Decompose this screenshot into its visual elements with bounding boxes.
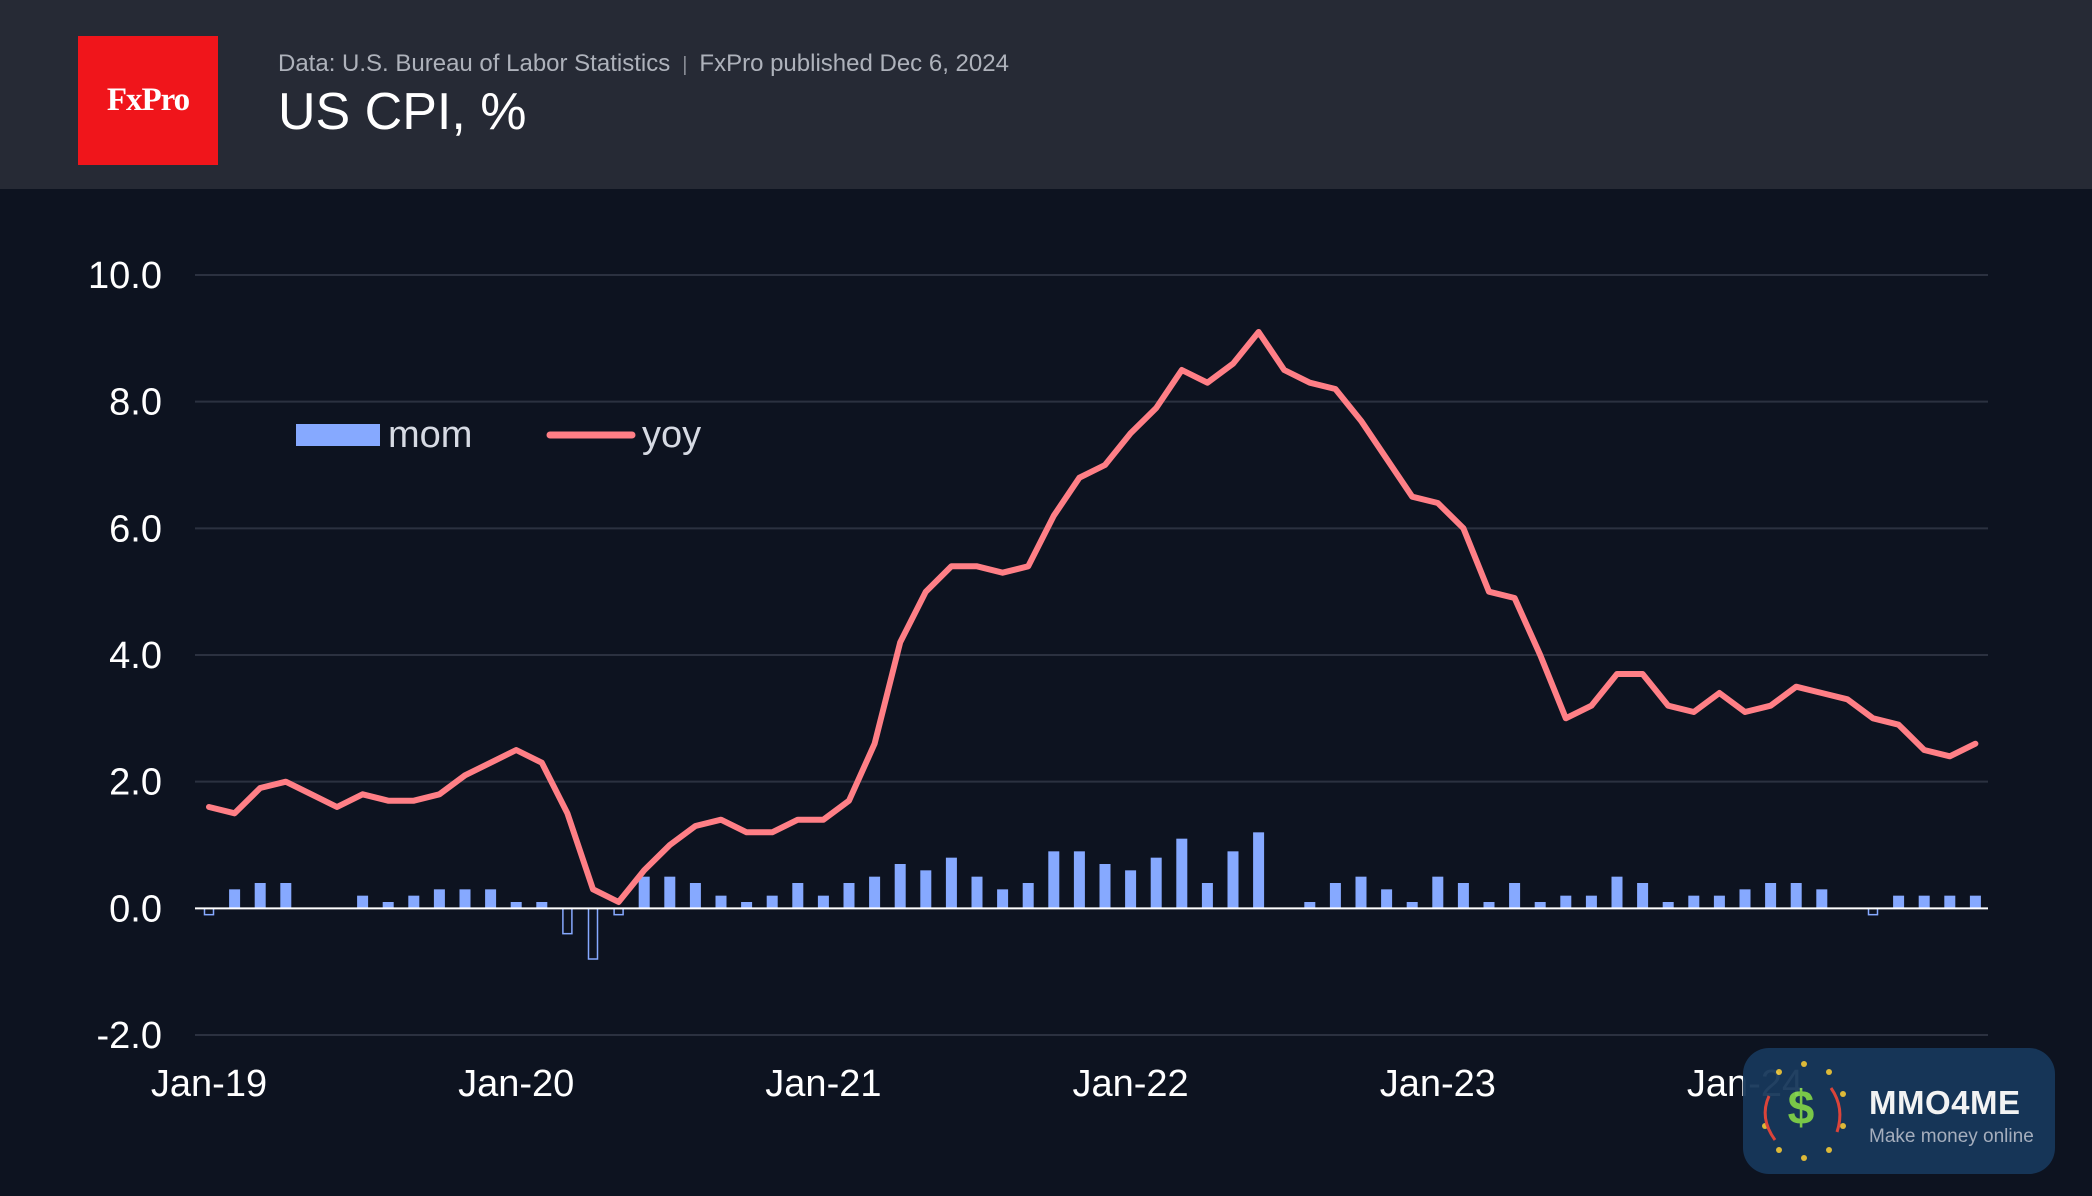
mom-bar xyxy=(254,883,266,909)
mom-bar xyxy=(1176,838,1188,909)
mom-bar xyxy=(459,889,471,909)
mom-bar xyxy=(1534,902,1546,909)
mom-bar xyxy=(1099,864,1111,909)
mom-bar xyxy=(1637,883,1649,909)
mom-bar xyxy=(945,857,957,909)
chart-title: US CPI, % xyxy=(278,83,527,141)
mom-bar xyxy=(357,895,369,909)
separator: | xyxy=(682,54,688,76)
y-tick-label: -2.0 xyxy=(97,1015,162,1057)
y-tick-label: 10.0 xyxy=(88,255,162,297)
mom-bar xyxy=(792,883,804,909)
mom-bar xyxy=(1790,883,1802,909)
mom-bar xyxy=(741,902,753,909)
mom-bar xyxy=(1073,851,1085,909)
mom-bar xyxy=(1662,902,1674,909)
published-date: FxPro published Dec 6, 2024 xyxy=(699,50,1009,77)
legend-mom-swatch xyxy=(296,424,380,446)
mom-bar xyxy=(587,907,599,960)
logo-text: FxPro xyxy=(106,82,190,118)
mom-bar xyxy=(1585,895,1597,909)
mom-bar xyxy=(1816,889,1828,909)
mom-bar xyxy=(1969,895,1981,909)
mom-bar xyxy=(1918,895,1930,909)
x-tick-label: Jan-23 xyxy=(1380,1063,1496,1105)
mom-bar xyxy=(1560,895,1572,909)
mom-bar xyxy=(1381,889,1393,909)
mom-bar xyxy=(920,870,932,909)
mom-bar xyxy=(817,895,829,909)
x-tick-label: Jan-22 xyxy=(1072,1063,1188,1105)
mom-bar xyxy=(1432,876,1444,909)
mom-bar xyxy=(382,902,394,909)
mom-bar xyxy=(1048,851,1060,909)
mom-bar xyxy=(1765,883,1777,909)
x-tick-label: Jan-20 xyxy=(458,1063,574,1105)
mom-bar xyxy=(1253,832,1265,909)
mom-bar xyxy=(638,876,650,909)
svg-text:$: $ xyxy=(1788,1082,1815,1135)
mom-bar xyxy=(997,889,1009,909)
mom-bar xyxy=(1201,883,1213,909)
chart-header: FxPro Data: U.S. Bureau of Labor Statist… xyxy=(0,0,2092,189)
y-tick-label: 2.0 xyxy=(109,762,162,804)
mom-bar xyxy=(1329,883,1341,909)
dollar-coin-icon: $ xyxy=(1762,1061,1846,1161)
mom-bar xyxy=(1406,902,1418,909)
mom-bar xyxy=(485,889,497,909)
mom-bar xyxy=(1457,883,1469,909)
mom-bar xyxy=(1483,902,1495,909)
source-line: Data: U.S. Bureau of Labor Statistics | Fx… xyxy=(278,50,1009,78)
mom-bar xyxy=(1125,870,1137,909)
mom-bar xyxy=(1893,895,1905,909)
x-tick-label: Jan-21 xyxy=(765,1063,881,1105)
mom-bar xyxy=(869,876,881,909)
mom-bar xyxy=(280,883,292,909)
fxpro-logo: FxPro xyxy=(78,36,218,165)
legend-mom-label: mom xyxy=(388,414,472,456)
mom-bar xyxy=(894,864,906,909)
mom-bar xyxy=(689,883,701,909)
mmo4me-watermark: $ MMO4ME Make money online xyxy=(1743,1048,2055,1174)
y-tick-label: 0.0 xyxy=(109,888,162,930)
mom-bar xyxy=(229,889,241,909)
x-tick-label: Jan-19 xyxy=(151,1063,267,1105)
y-tick-label: 4.0 xyxy=(109,635,162,677)
mom-bar xyxy=(1611,876,1623,909)
mom-bar xyxy=(1150,857,1162,909)
data-source: Data: U.S. Bureau of Labor Statistics xyxy=(278,50,671,77)
mom-bar xyxy=(1739,889,1751,909)
mom-bar xyxy=(1713,895,1725,909)
mom-bar xyxy=(664,876,676,909)
mom-bar xyxy=(433,889,445,909)
mom-bar xyxy=(971,876,983,909)
mom-bar xyxy=(562,907,573,935)
watermark-tagline: Make money online xyxy=(1869,1126,2034,1147)
yoy-line xyxy=(206,329,1979,905)
mom-bar xyxy=(536,902,548,909)
mom-bar xyxy=(1509,883,1521,909)
mom-bar xyxy=(1227,851,1239,909)
y-tick-label: 8.0 xyxy=(109,382,162,424)
watermark-name: MMO4ME xyxy=(1869,1084,2021,1121)
mom-bar xyxy=(715,895,727,909)
mom-bar xyxy=(1355,876,1367,909)
y-tick-label: 6.0 xyxy=(109,508,162,550)
mom-bar xyxy=(843,883,855,909)
legend-yoy-label: yoy xyxy=(642,414,701,456)
mom-bar xyxy=(1944,895,1956,909)
mom-bar xyxy=(1304,902,1316,909)
mom-bar xyxy=(766,895,778,909)
mom-bar xyxy=(408,895,420,909)
mom-bar xyxy=(510,902,522,909)
mom-bar xyxy=(1688,895,1700,909)
mom-bar xyxy=(1022,883,1034,909)
